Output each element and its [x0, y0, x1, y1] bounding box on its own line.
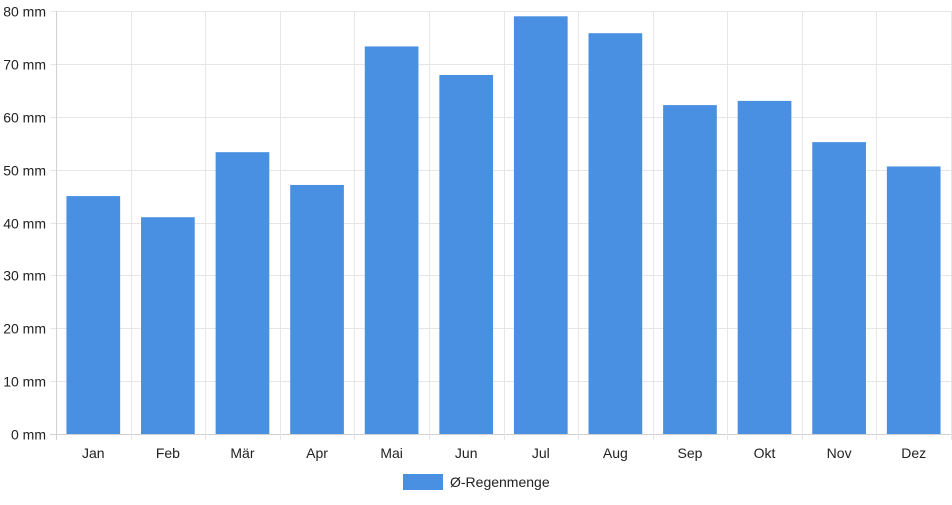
- y-tick-label: 10 mm: [3, 374, 46, 390]
- x-tick-label: Jun: [455, 445, 478, 461]
- legend[interactable]: Ø-Regenmenge: [403, 474, 550, 490]
- legend-swatch[interactable]: [403, 474, 443, 490]
- y-tick-label: 30 mm: [3, 268, 46, 284]
- bar-nov[interactable]: [812, 142, 866, 434]
- x-tick-label: Apr: [306, 445, 328, 461]
- bars-layer: [66, 16, 941, 435]
- bar-feb[interactable]: [141, 217, 195, 434]
- bar-mär[interactable]: [215, 152, 270, 434]
- x-tick-label: Mär: [230, 445, 254, 461]
- bar-jun[interactable]: [439, 74, 494, 434]
- y-tick-label: 50 mm: [3, 163, 46, 179]
- x-tick-label: Nov: [827, 445, 852, 461]
- legend-label[interactable]: Ø-Regenmenge: [450, 474, 550, 490]
- bar-jan[interactable]: [66, 196, 121, 434]
- bar-aug[interactable]: [588, 33, 643, 435]
- y-tick-label: 20 mm: [3, 321, 46, 337]
- axis-layer: 0 mm 10 mm 20 mm 30 mm 40 mm 50 mm 60 mm 70 mm 8…: [3, 4, 926, 462]
- bar-dez[interactable]: [886, 166, 941, 434]
- x-tick-label: Mai: [380, 445, 403, 461]
- x-tick-label: Dez: [901, 445, 926, 461]
- bar-okt[interactable]: [737, 100, 792, 434]
- x-tick-label: Okt: [754, 445, 776, 461]
- x-tick-label: Sep: [677, 445, 702, 461]
- x-tick-label: Feb: [156, 445, 180, 461]
- y-tick-label: 60 mm: [3, 110, 46, 126]
- y-tick-label: 70 mm: [3, 57, 46, 73]
- x-tick-label: Jul: [532, 445, 550, 461]
- y-tick-label: 40 mm: [3, 216, 46, 232]
- bar-mai[interactable]: [364, 46, 419, 435]
- y-tick-label: 0 mm: [11, 427, 46, 443]
- y-tick-label: 80 mm: [3, 4, 46, 20]
- x-tick-label: Aug: [603, 445, 628, 461]
- bar-apr[interactable]: [290, 184, 344, 434]
- x-tick-label: Jan: [82, 445, 105, 461]
- bar-sep[interactable]: [663, 105, 717, 435]
- bar-jul[interactable]: [513, 16, 568, 434]
